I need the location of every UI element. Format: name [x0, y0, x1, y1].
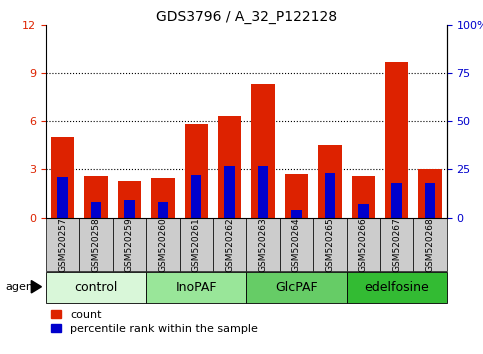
Bar [146, 218, 180, 271]
Text: GSM520257: GSM520257 [58, 217, 67, 272]
Bar [385, 62, 408, 218]
Bar [313, 218, 347, 271]
Bar [285, 174, 308, 218]
Bar [46, 218, 79, 271]
Text: GSM520260: GSM520260 [158, 217, 167, 272]
Text: GSM520259: GSM520259 [125, 217, 134, 272]
Bar [318, 145, 341, 218]
Text: GSM520266: GSM520266 [359, 217, 368, 272]
Bar [46, 272, 146, 303]
Bar [113, 218, 146, 271]
Bar [85, 176, 108, 218]
Bar [280, 218, 313, 271]
Bar [352, 176, 375, 218]
Bar [191, 175, 201, 218]
Text: InoPAF: InoPAF [175, 281, 217, 293]
Bar [146, 272, 246, 303]
Bar [246, 272, 347, 303]
Text: GSM520261: GSM520261 [192, 217, 201, 272]
Bar [425, 183, 435, 218]
Text: GSM520263: GSM520263 [258, 217, 268, 272]
Text: GlcPAF: GlcPAF [275, 281, 318, 293]
Bar [51, 137, 74, 218]
Bar [185, 125, 208, 218]
Title: GDS3796 / A_32_P122128: GDS3796 / A_32_P122128 [156, 10, 337, 24]
Bar [347, 218, 380, 271]
Text: GSM520262: GSM520262 [225, 217, 234, 272]
Text: GSM520264: GSM520264 [292, 217, 301, 272]
Bar [218, 116, 242, 218]
Bar [124, 200, 135, 218]
Bar [413, 218, 447, 271]
Bar [157, 202, 168, 218]
Bar [358, 204, 369, 218]
Bar [213, 218, 246, 271]
Bar [347, 272, 447, 303]
Text: edelfosine: edelfosine [364, 281, 429, 293]
Bar [325, 173, 335, 218]
Bar [391, 183, 402, 218]
Bar [79, 218, 113, 271]
Text: GSM520268: GSM520268 [426, 217, 435, 272]
Bar [246, 218, 280, 271]
Bar [57, 177, 68, 218]
Text: GSM520267: GSM520267 [392, 217, 401, 272]
Bar [151, 177, 174, 218]
Bar [251, 84, 275, 218]
Legend: count, percentile rank within the sample: count, percentile rank within the sample [52, 310, 258, 334]
Bar [380, 218, 413, 271]
Text: GSM520265: GSM520265 [326, 217, 334, 272]
Bar [291, 210, 302, 218]
Bar [91, 202, 101, 218]
Text: agent: agent [6, 282, 38, 292]
Bar [418, 170, 442, 218]
Text: GSM520258: GSM520258 [91, 217, 100, 272]
Bar [258, 166, 268, 218]
Text: control: control [74, 281, 118, 293]
Bar [180, 218, 213, 271]
Bar [225, 166, 235, 218]
Polygon shape [31, 280, 42, 293]
Bar [118, 181, 141, 218]
